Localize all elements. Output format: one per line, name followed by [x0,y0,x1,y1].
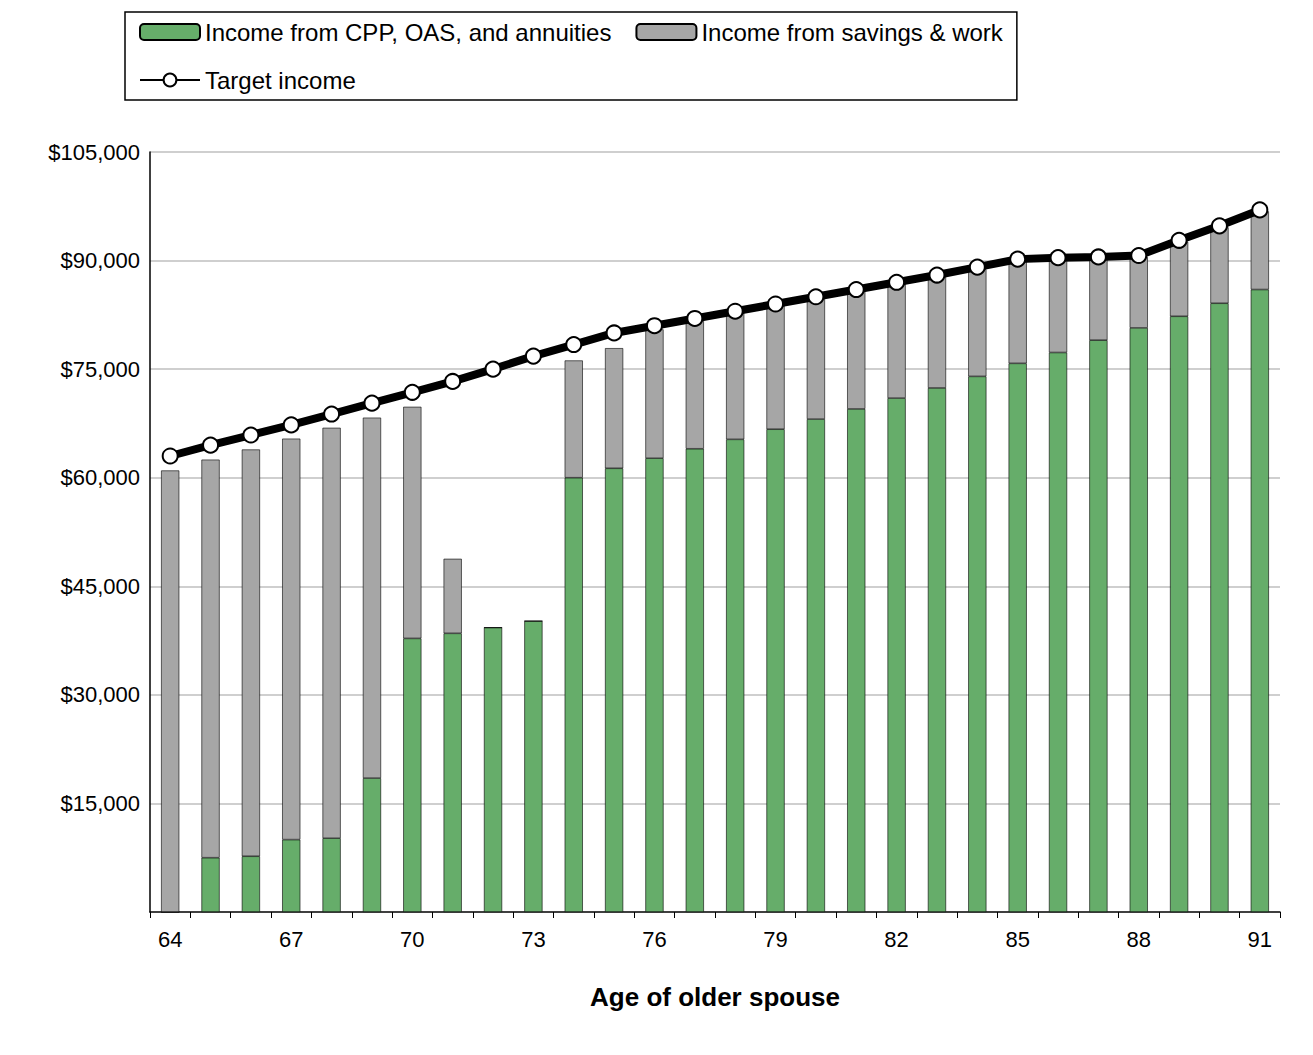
svg-text:Income from savings & work: Income from savings & work [701,19,1003,46]
svg-text:82: 82 [884,927,908,952]
svg-text:70: 70 [400,927,424,952]
svg-text:$15,000: $15,000 [60,791,140,816]
svg-text:88: 88 [1127,927,1151,952]
svg-text:$105,000: $105,000 [48,140,140,165]
svg-text:76: 76 [642,927,666,952]
svg-text:91: 91 [1248,927,1272,952]
svg-text:85: 85 [1005,927,1029,952]
svg-text:$30,000: $30,000 [60,682,140,707]
svg-text:67: 67 [279,927,303,952]
svg-text:Income from CPP, OAS, and annu: Income from CPP, OAS, and annuities [205,19,611,46]
svg-text:$90,000: $90,000 [60,248,140,273]
svg-text:64: 64 [158,927,182,952]
svg-text:73: 73 [521,927,545,952]
svg-text:79: 79 [763,927,787,952]
svg-text:Age of older spouse: Age of older spouse [590,982,840,1012]
svg-text:$75,000: $75,000 [60,357,140,382]
svg-text:$60,000: $60,000 [60,465,140,490]
svg-text:Target income: Target income [205,67,356,94]
svg-text:$45,000: $45,000 [60,574,140,599]
